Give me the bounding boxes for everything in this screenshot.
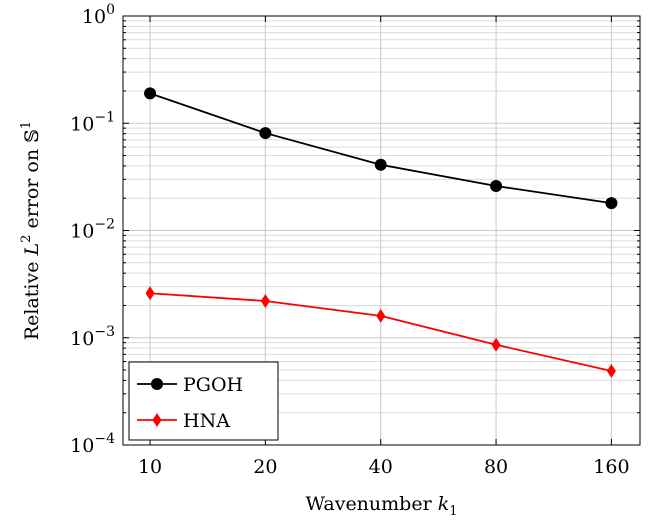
data-point-hna bbox=[376, 308, 386, 323]
legend-marker-pgoh bbox=[151, 378, 163, 390]
legend-label-pgoh: PGOH bbox=[183, 374, 243, 396]
ticks bbox=[123, 16, 640, 446]
x-tick-label: 10 bbox=[138, 456, 162, 478]
y-tick-label: 10−4 bbox=[70, 431, 115, 457]
data-point-pgoh bbox=[374, 158, 387, 171]
data-point-hna bbox=[606, 363, 616, 378]
axis-labels: 10 20 40 80 160 10−4 10−3 10−2 10−1 100 Wavenumber… bbox=[19, 2, 630, 519]
data-point-pgoh bbox=[490, 179, 503, 192]
x-axis-label: Wavenumber k1 bbox=[306, 493, 458, 519]
data-point-hna bbox=[491, 337, 501, 352]
y-tick-label: 10−3 bbox=[70, 324, 115, 350]
y-tick-label: 10−1 bbox=[70, 109, 115, 135]
data-point-pgoh bbox=[605, 197, 618, 210]
legend-marker-hna bbox=[152, 413, 162, 427]
y-tick-label: 10−2 bbox=[70, 217, 115, 243]
series-hna bbox=[145, 286, 616, 378]
legend: PGOH HNA bbox=[128, 361, 279, 441]
x-tick-label: 160 bbox=[593, 456, 629, 478]
series-pgoh bbox=[144, 87, 618, 210]
y-axis-label: Relative L2 error on 𝕊1 bbox=[19, 121, 43, 340]
y-tick-label: 100 bbox=[82, 2, 115, 28]
data-point-pgoh bbox=[259, 127, 272, 140]
x-tick-label: 80 bbox=[484, 456, 508, 478]
x-tick-label: 40 bbox=[369, 456, 393, 478]
legend-box bbox=[128, 361, 279, 441]
x-tick-label: 20 bbox=[253, 456, 277, 478]
series-layer bbox=[144, 87, 618, 378]
data-point-pgoh bbox=[144, 87, 157, 100]
data-point-hna bbox=[145, 286, 155, 301]
legend-label-hna: HNA bbox=[183, 410, 230, 432]
data-point-hna bbox=[260, 294, 270, 309]
